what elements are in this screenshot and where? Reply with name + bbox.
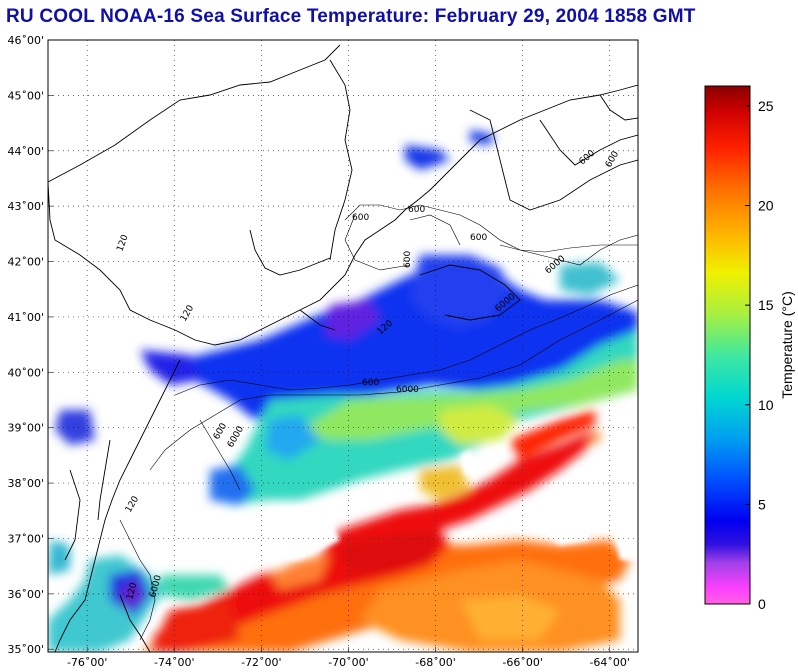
coastline — [48, 44, 638, 652]
lon-label: -66˚00' — [502, 656, 543, 669]
lat-label: 40˚00' — [7, 366, 44, 379]
colorbar-tick-label: 25 — [758, 98, 774, 114]
colorbar-label: Temperature (°C) — [779, 291, 795, 399]
colorbar-tick-label: 5 — [758, 496, 766, 512]
contour-label: 600 — [212, 421, 229, 441]
colorbar-tick-label: 20 — [758, 198, 774, 214]
longitude-labels: -76˚00' -74˚00' -72˚00' -70˚00' -68˚00' -66˚0… — [67, 656, 630, 669]
contour-label: 600 — [604, 149, 621, 169]
lon-label: -70˚00' — [328, 656, 369, 669]
lat-label: 37˚00' — [7, 532, 44, 545]
lat-label: 44˚00' — [7, 145, 44, 158]
contour-label: 6000 — [396, 385, 419, 395]
contour-label: 120 — [115, 233, 130, 253]
contour-label: 120 — [179, 303, 196, 323]
lat-label: 45˚00' — [7, 89, 44, 102]
lat-label: 39˚00' — [7, 422, 44, 435]
contour-label: 120 — [125, 581, 139, 600]
colorbar-gradient — [704, 85, 751, 605]
lon-label: -68˚00' — [415, 656, 456, 669]
lat-label: 41˚00' — [7, 311, 44, 324]
contour-label: 600 — [403, 251, 413, 268]
lat-label: 43˚00' — [7, 200, 44, 213]
contour-label: 600 — [362, 378, 379, 388]
lat-label: 38˚00' — [7, 477, 44, 490]
lon-label: -72˚00' — [241, 656, 282, 669]
colorbar: 25 20 15 10 5 0 Temperature (°C) — [704, 85, 795, 612]
contour-label: 600 — [352, 213, 369, 223]
sst-imagery — [48, 130, 638, 652]
bathymetry-contours — [119, 204, 638, 641]
map-title: RU COOL NOAA-16 Sea Surface Temperature:… — [6, 6, 696, 27]
lat-label: 46˚00' — [7, 34, 44, 47]
contour-label: 600 — [578, 148, 598, 167]
contour-label: 600 — [408, 205, 425, 215]
map-frame — [47, 39, 639, 653]
colorbar-tick-label: 15 — [758, 297, 774, 313]
lat-label: 35˚00' — [7, 643, 44, 656]
contour-label: 120 — [124, 494, 141, 514]
colorbar-tick-label: 0 — [758, 596, 766, 612]
lon-label: -76˚00' — [67, 656, 108, 669]
colorbar-tick-label: 10 — [758, 397, 774, 413]
contour-label: 6000 — [226, 424, 246, 449]
lon-label: -74˚00' — [154, 656, 195, 669]
lon-label: -64˚00' — [589, 656, 630, 669]
colorbar-ticks: 25 20 15 10 5 0 — [745, 98, 774, 612]
lat-label: 36˚00' — [7, 588, 44, 601]
lat-label: 42˚00' — [7, 256, 44, 269]
contour-label: 600 — [470, 233, 487, 243]
latitude-labels: 35˚00' 36˚00' 37˚00' 38˚00' 39˚00' 40˚00' 41˚0… — [7, 34, 44, 656]
